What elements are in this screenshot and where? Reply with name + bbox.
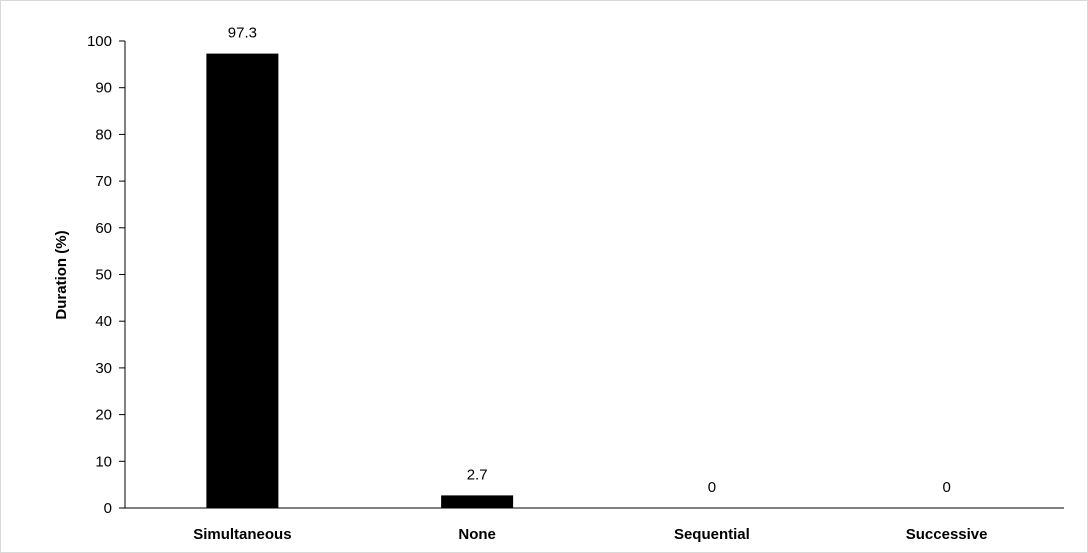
data-labels: 97.3 2.7 0 0 <box>228 25 951 496</box>
data-label-none: 2.7 <box>467 466 488 483</box>
y-tick-label: 30 <box>95 360 112 377</box>
x-category-label: Simultaneous <box>193 526 291 543</box>
category-labels: Simultaneous None Sequential Successive <box>193 526 987 543</box>
y-axis-title: Duration (%) <box>53 230 70 319</box>
x-category-label: Sequential <box>674 526 750 543</box>
y-tick-label: 60 <box>95 220 112 237</box>
y-tick-label: 20 <box>95 407 112 424</box>
y-tick-label: 100 <box>87 33 112 50</box>
data-label-successive: 0 <box>942 479 950 496</box>
y-tick-label: 0 <box>104 500 112 517</box>
bar-none <box>441 495 514 508</box>
y-tick-label: 90 <box>95 80 112 97</box>
y-tick-label: 40 <box>95 313 112 330</box>
y-tick-label: 80 <box>95 126 112 143</box>
bars <box>206 53 514 508</box>
x-category-label: Successive <box>906 526 988 543</box>
data-label-simultaneous: 97.3 <box>228 25 257 42</box>
y-tick-label: 50 <box>95 267 112 284</box>
y-tick-label: 70 <box>95 173 112 190</box>
x-category-label: None <box>458 526 496 543</box>
y-tick-label: 10 <box>95 453 112 470</box>
y-axis-ticks: 0 10 20 30 40 50 60 70 80 90 100 <box>87 33 125 517</box>
bar-simultaneous <box>206 53 279 508</box>
data-label-sequential: 0 <box>708 479 716 496</box>
